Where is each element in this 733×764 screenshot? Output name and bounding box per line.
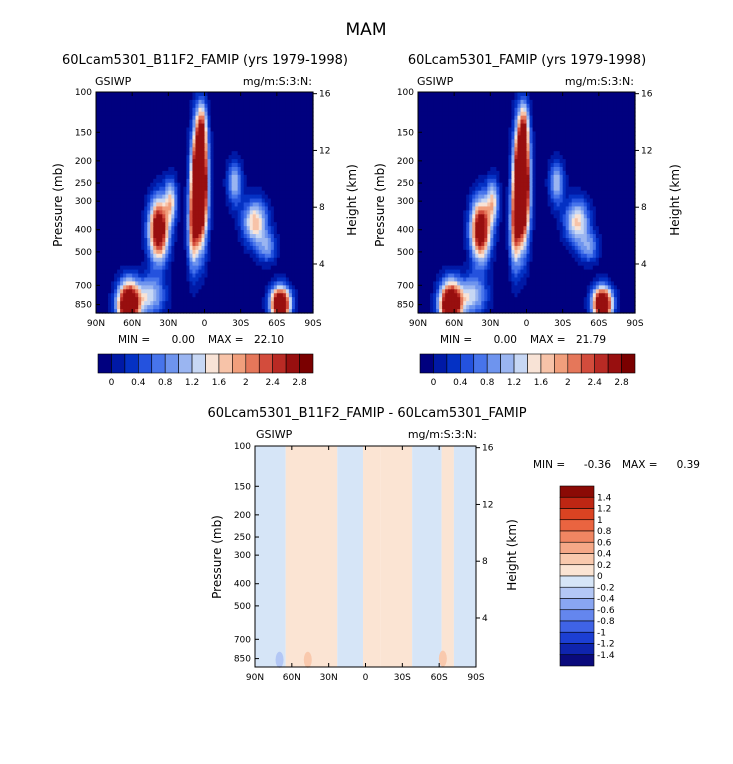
main-title: MAM — [346, 20, 387, 40]
panel-1-colorbar: 0 0.4 0.8 1.2 1.6 2 2.4 2.8 — [98, 354, 313, 388]
colorbar-label: 1.2 — [185, 378, 199, 388]
panel-1: 60Lcam5301_B11F2_FAMIP (yrs 1979-1998) G… — [51, 53, 359, 388]
x-tick-label: 0 — [202, 319, 208, 329]
panel-2-max-label: MAX = — [530, 334, 566, 346]
panel-1-max-value: 22.10 — [254, 334, 284, 346]
colorbar-swatch — [152, 354, 165, 373]
colorbar-swatch — [98, 354, 111, 373]
y-right-tick-label: 16 — [319, 90, 331, 100]
y-tick-label: 850 — [75, 301, 92, 311]
x-tick-label: 30N — [159, 319, 177, 329]
colorbar-label: 2 — [243, 378, 249, 388]
x-tick-label: 30S — [232, 319, 249, 329]
colorbar-swatch — [165, 354, 178, 373]
panel-1-title: 60Lcam5301_B11F2_FAMIP (yrs 1979-1998) — [62, 53, 348, 68]
colorbar-swatch — [138, 354, 151, 373]
panel-1-min-label: MIN = — [118, 334, 150, 346]
panel-1-left-label: GSIWP — [95, 75, 132, 88]
colorbar-swatch — [246, 354, 259, 373]
x-tick-label: 90N — [87, 319, 105, 329]
y-tick-label: 500 — [75, 248, 92, 258]
y-tick-label: 700 — [75, 281, 92, 291]
colorbar-label: 0.4 — [131, 378, 146, 388]
colorbar-swatch — [286, 354, 299, 373]
panel-2-ylabel: Pressure (mb) — [373, 163, 387, 247]
colorbar-swatch — [273, 354, 286, 373]
colorbar-swatch — [232, 354, 245, 373]
y-tick-label: 200 — [75, 157, 92, 167]
colorbar-label: 0 — [109, 378, 115, 388]
panel-2-title: 60Lcam5301_FAMIP (yrs 1979-1998) — [408, 53, 646, 68]
colorbar-swatch — [259, 354, 272, 373]
panel-2-plot-area — [418, 92, 636, 314]
panel-2-min-label: MIN = — [440, 334, 472, 346]
colorbar-swatch — [192, 354, 205, 373]
panel-1-plot-area — [96, 92, 314, 314]
panel-2: 60Lcam5301_FAMIP (yrs 1979-1998) GSIWP m… — [373, 53, 682, 388]
panel-1-units: mg/m:S:3:N: — [243, 75, 312, 88]
panel-1-ylabel: Pressure (mb) — [51, 163, 65, 247]
colorbar-swatch — [111, 354, 124, 373]
panel-2-left-label: GSIWP — [417, 75, 454, 88]
colorbar-swatch — [206, 354, 219, 373]
panel-2-min-value: 0.00 — [494, 334, 517, 346]
y-tick-label: 250 — [75, 179, 92, 189]
y-right-tick-label: 12 — [319, 146, 330, 156]
x-tick-label: 90S — [304, 319, 321, 329]
panel-1-stats: MIN = 0.00 MAX = 22.10 — [118, 334, 284, 346]
colorbar-swatch — [300, 354, 313, 373]
x-tick-label: 60S — [268, 319, 285, 329]
x-tick-label: 60N — [123, 319, 141, 329]
y-right-tick-label: 8 — [319, 203, 325, 213]
colorbar-label: 2.8 — [292, 378, 307, 388]
panel-1-min-value: 0.00 — [172, 334, 195, 346]
panel-2-ylabel-right: Height (km) — [668, 164, 682, 235]
y-tick-label: 400 — [75, 226, 92, 236]
colorbar-swatch — [179, 354, 192, 373]
colorbar-label: 1.6 — [212, 378, 227, 388]
panel-1-max-label: MAX = — [208, 334, 244, 346]
panel-2-units: mg/m:S:3:N: — [565, 75, 634, 88]
y-right-tick-label: 4 — [319, 260, 325, 270]
panel-1-ylabel-right: Height (km) — [345, 164, 359, 235]
y-tick-label: 300 — [75, 197, 92, 207]
colorbar-label: 0.8 — [158, 378, 173, 388]
colorbar-label: 2.4 — [266, 378, 281, 388]
y-tick-label: 150 — [75, 128, 92, 138]
panel-2-stats: MIN = 0.00 MAX = 21.79 — [440, 334, 606, 346]
colorbar-swatch — [219, 354, 232, 373]
y-tick-label: 100 — [75, 88, 92, 98]
colorbar-swatch — [125, 354, 138, 373]
panel-2-max-value: 21.79 — [576, 334, 606, 346]
